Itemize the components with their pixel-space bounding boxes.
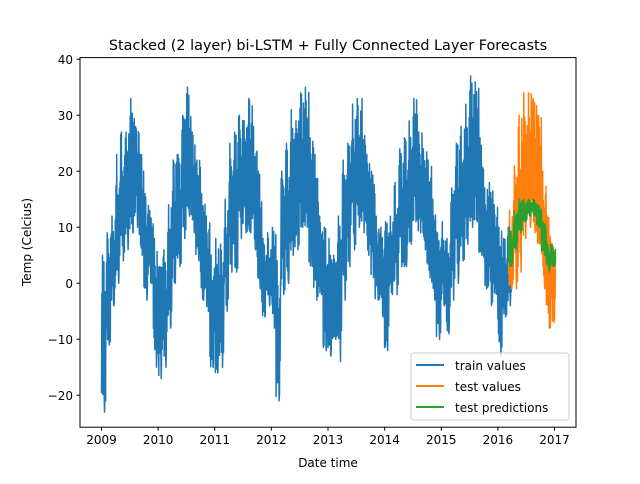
legend: train values test values test prediction… — [410, 352, 570, 421]
legend-box — [410, 352, 570, 421]
x-tick-label: 2014 — [369, 433, 400, 447]
series-line-test-values — [507, 92, 557, 329]
legend-label-predictions: test predictions — [455, 401, 548, 415]
legend-label-train: train values — [455, 359, 526, 373]
series-layer — [100, 75, 557, 413]
y-tick-label: −20 — [48, 389, 73, 403]
x-tick-label: 2009 — [86, 433, 117, 447]
x-axis-label: Date time — [298, 456, 358, 470]
x-tick-label: 2013 — [313, 433, 344, 447]
x-tick-label: 2011 — [199, 433, 230, 447]
y-tick-label: 40 — [58, 53, 73, 67]
x-tick-label: 2016 — [483, 433, 514, 447]
chart-title: Stacked (2 layer) bi-LSTM + Fully Connec… — [109, 38, 547, 54]
series-line-test-predictions — [507, 198, 557, 273]
y-tick-label: 30 — [58, 109, 73, 123]
y-tick-label: 0 — [65, 277, 73, 291]
y-tick-label: 20 — [58, 165, 73, 179]
x-axis: 2009 2010 2011 2012 2013 2014 2015 2016 2017 — [86, 427, 570, 447]
x-tick-label: 2012 — [256, 433, 287, 447]
legend-label-test: test values — [455, 380, 521, 394]
y-axis: −20 −10 0 10 20 30 40 — [48, 53, 80, 403]
y-axis-label: Temp (Celcius) — [20, 198, 34, 287]
x-tick-label: 2017 — [539, 433, 570, 447]
y-tick-label: −10 — [48, 333, 73, 347]
x-tick-label: 2015 — [426, 433, 457, 447]
y-tick-label: 10 — [58, 221, 73, 235]
series-line-train-values — [100, 75, 513, 413]
x-tick-label: 2010 — [143, 433, 174, 447]
